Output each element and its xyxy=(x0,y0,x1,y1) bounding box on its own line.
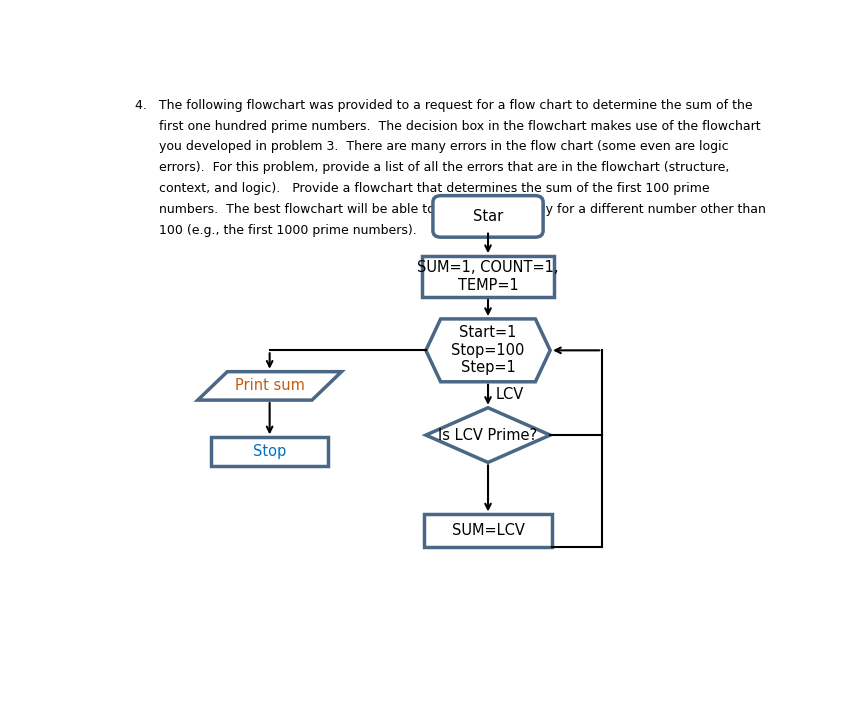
Text: SUM=LCV: SUM=LCV xyxy=(452,523,525,538)
Text: context, and logic).   Provide a flowchart that determines the sum of the first : context, and logic). Provide a flowchart… xyxy=(135,182,710,195)
Text: Print sum: Print sum xyxy=(235,378,304,393)
FancyBboxPatch shape xyxy=(433,196,543,237)
Text: LCV: LCV xyxy=(496,387,525,403)
Text: Stop: Stop xyxy=(253,444,286,459)
Text: Is LCV Prime?: Is LCV Prime? xyxy=(439,427,538,442)
Text: errors).  For this problem, provide a list of all the errors that are in the flo: errors). For this problem, provide a lis… xyxy=(135,161,730,174)
Text: 4.   The following flowchart was provided to a request for a flow chart to deter: 4. The following flowchart was provided … xyxy=(135,99,753,112)
Text: you developed in problem 3.  There are many errors in the flow chart (some even : you developed in problem 3. There are ma… xyxy=(135,141,729,153)
Text: numbers.  The best flowchart will be able to be adjusted easily for a different : numbers. The best flowchart will be able… xyxy=(135,203,766,216)
Bar xyxy=(424,514,552,547)
Text: 100 (e.g., the first 1000 prime numbers).: 100 (e.g., the first 1000 prime numbers)… xyxy=(135,224,417,236)
Bar xyxy=(422,256,553,297)
Text: SUM=1, COUNT=1,
TEMP=1: SUM=1, COUNT=1, TEMP=1 xyxy=(417,261,558,293)
Bar xyxy=(211,437,329,466)
Text: first one hundred prime numbers.  The decision box in the flowchart makes use of: first one hundred prime numbers. The dec… xyxy=(135,120,761,133)
Polygon shape xyxy=(198,371,342,400)
Text: Start=1
Stop=100
Step=1: Start=1 Stop=100 Step=1 xyxy=(452,325,525,376)
Polygon shape xyxy=(426,319,551,382)
Text: Star: Star xyxy=(473,209,503,224)
Polygon shape xyxy=(426,408,551,462)
